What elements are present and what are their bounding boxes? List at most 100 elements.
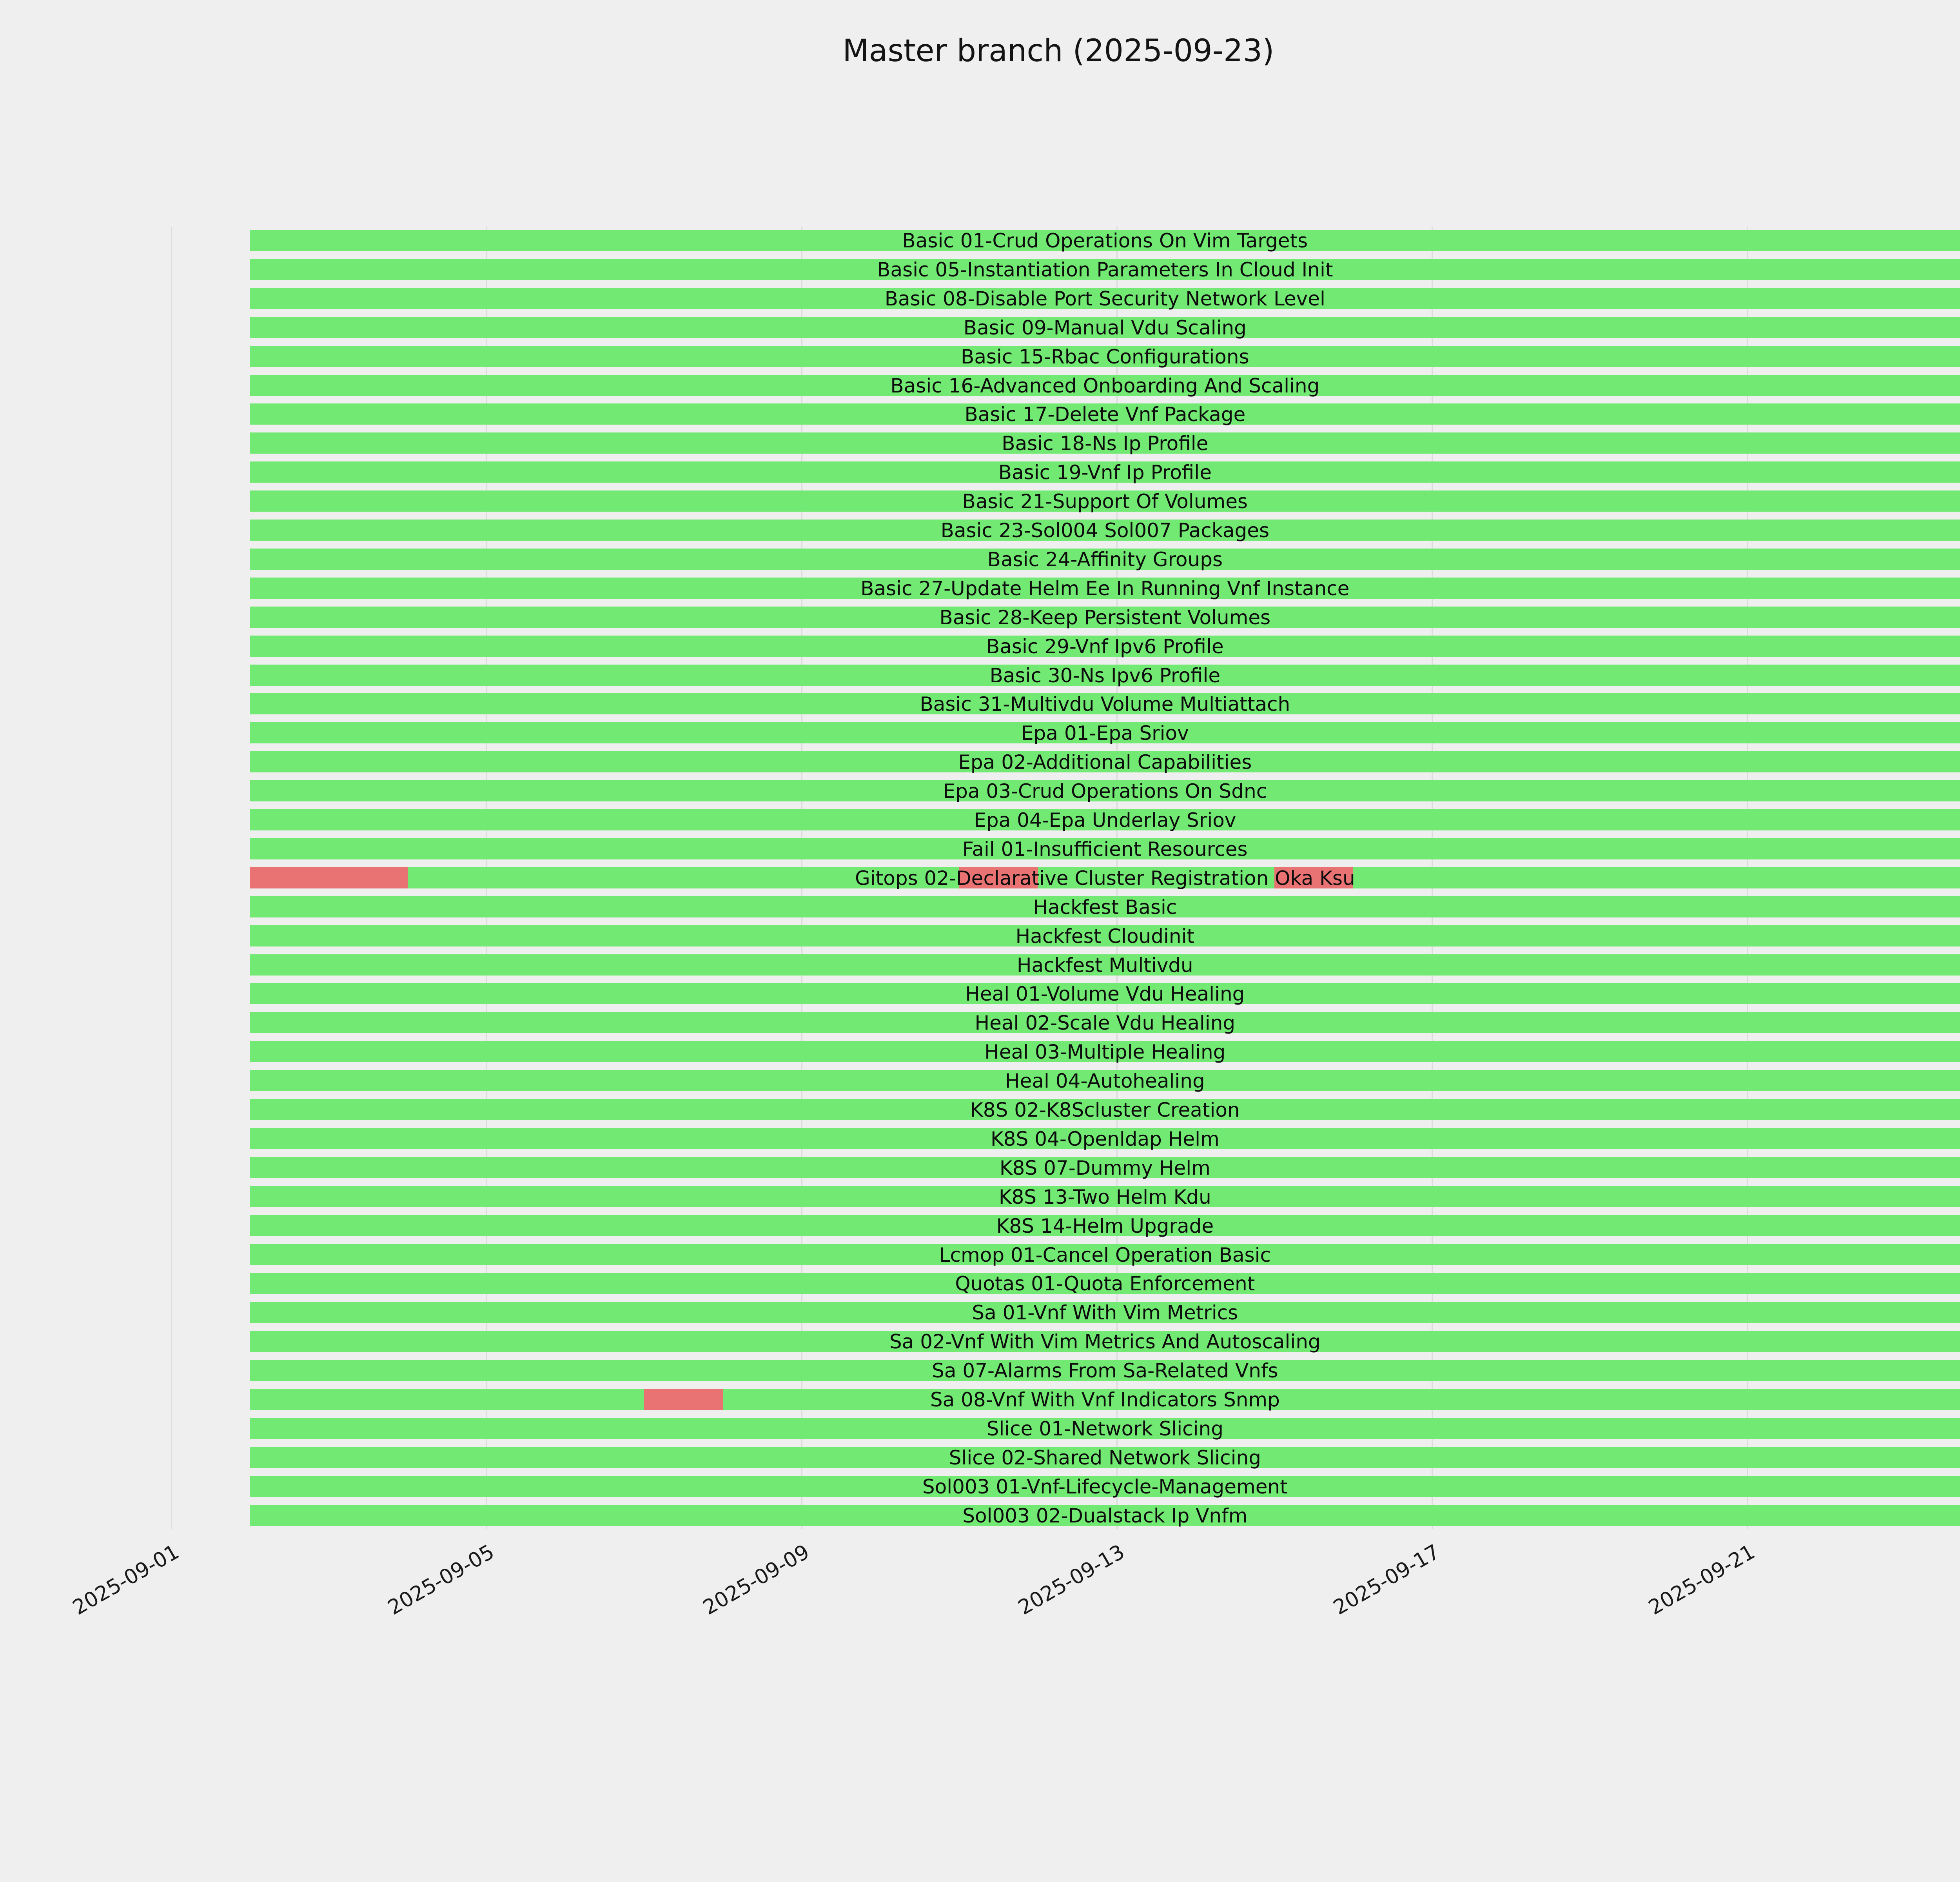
status-bar-pass: [250, 751, 1960, 773]
row-label: Fail 01-Insufficient Resources: [962, 837, 1248, 861]
row-label: Epa 02-Additional Capabilities: [958, 751, 1252, 774]
status-bar-pass: [250, 548, 1960, 570]
row-label: Basic 17-Delete Vnf Package: [964, 403, 1246, 426]
status-bar-pass: [250, 1331, 1960, 1352]
row-label: Epa 01-Epa Sriov: [1021, 722, 1189, 745]
row-label: Basic 16-Advanced Onboarding And Scaling: [890, 374, 1320, 397]
row-label: Basic 19-Vnf Ip Profile: [998, 461, 1212, 484]
row-label: Lcmop 01-Cancel Operation Basic: [939, 1243, 1271, 1266]
status-bar-pass: [250, 1417, 1960, 1439]
row-label: Heal 04-Autohealing: [1005, 1070, 1205, 1093]
row-label: Basic 15-Rbac Configurations: [961, 345, 1249, 368]
status-bar-pass: [250, 1446, 1960, 1468]
row-label: Basic 30-Ns Ipv6 Profile: [989, 664, 1221, 687]
status-bar-pass: [250, 1273, 1960, 1294]
x-tick-label: 2025-09-05: [384, 1540, 498, 1620]
status-bar-pass: [250, 1128, 1960, 1149]
row-label: Sa 02-Vnf With Vim Metrics And Autoscali…: [889, 1330, 1321, 1353]
row-label: Gitops 02-Declarative Cluster Registrati…: [855, 867, 1355, 890]
status-bar-pass: [250, 403, 1960, 425]
status-bar-pass: [250, 1475, 1960, 1497]
row-label: Sa 07-Alarms From Sa-Related Vnfs: [932, 1359, 1278, 1382]
row-label: Basic 27-Update Helm Ee In Running Vnf I…: [860, 577, 1350, 600]
row-label: Quotas 01-Quota Enforcement: [955, 1272, 1255, 1295]
status-bar-pass: [250, 635, 1960, 657]
status-bar-pass: [250, 722, 1960, 744]
status-bar-pass: [250, 1099, 1960, 1120]
status-bar-pass: [250, 316, 1960, 338]
status-bar-pass: [250, 954, 1960, 976]
status-segment-fail: [1274, 867, 1353, 888]
row-label: Epa 03-Crud Operations On Sdnc: [943, 780, 1267, 803]
x-tick-label: 2025-09-17: [1329, 1540, 1444, 1620]
row-label: Sa 01-Vnf With Vim Metrics: [972, 1301, 1238, 1324]
status-bar-pass: [250, 1389, 1960, 1410]
status-bar-pass: [250, 520, 1960, 541]
status-bar-pass: [250, 577, 1960, 599]
status-bar-pass: [250, 1186, 1960, 1207]
status-segment-fail: [959, 867, 1038, 888]
row-label: K8S 13-Two Helm Kdu: [998, 1185, 1211, 1208]
status-bar-pass: [250, 287, 1960, 309]
status-bar-pass: [250, 1302, 1960, 1323]
row-label: Basic 31-Multivdu Volume Multiattach: [920, 693, 1290, 716]
row-label: Slice 01-Network Slicing: [986, 1417, 1223, 1440]
row-label: K8S 14-Helm Upgrade: [996, 1214, 1214, 1237]
status-bar-pass: [250, 258, 1960, 280]
row-label: Basic 28-Keep Persistent Volumes: [939, 606, 1271, 629]
status-segment-fail: [644, 1389, 723, 1410]
row-label: Sol003 02-Dualstack Ip Vnfm: [962, 1504, 1248, 1527]
status-bar-pass: [250, 1070, 1960, 1092]
row-label: Basic 18-Ns Ip Profile: [1002, 432, 1209, 455]
status-bar-pass: [250, 809, 1960, 830]
row-label: Basic 23-Sol004 Sol007 Packages: [940, 519, 1270, 542]
chart-title: Master branch (2025-09-23): [842, 33, 1274, 69]
status-bar-pass: [250, 1012, 1960, 1034]
status-bar-pass: [250, 345, 1960, 367]
row-label: Basic 29-Vnf Ipv6 Profile: [986, 635, 1224, 658]
status-bar-pass: [250, 867, 1960, 888]
x-tick-label: 2025-09-09: [699, 1540, 813, 1620]
status-bar-pass: [250, 432, 1960, 454]
status-bar-pass: [250, 374, 1960, 396]
row-label: Basic 24-Affinity Groups: [987, 548, 1223, 571]
row-label: K8S 07-Dummy Helm: [999, 1156, 1210, 1179]
row-label: K8S 02-K8Scluster Creation: [970, 1099, 1240, 1121]
status-bar-pass: [250, 664, 1960, 686]
row-label: Slice 02-Shared Network Slicing: [949, 1446, 1261, 1469]
row-label: Basic 08-Disable Port Security Network L…: [884, 287, 1325, 310]
status-segment-fail: [250, 867, 408, 888]
status-bar-pass: [250, 896, 1960, 917]
row-label: Hackfest Cloudinit: [1015, 925, 1195, 948]
status-bar-pass: [250, 1504, 1960, 1526]
row-label: Basic 21-Support Of Volumes: [962, 490, 1248, 513]
gridline: [171, 227, 172, 1529]
status-bar-pass: [250, 606, 1960, 628]
status-bar-pass: [250, 490, 1960, 512]
status-bar-pass: [250, 780, 1960, 802]
status-bar-pass: [250, 1157, 1960, 1178]
status-bar-pass: [250, 693, 1960, 715]
status-bar-pass: [250, 461, 1960, 483]
x-tick-label: 2025-09-21: [1644, 1540, 1759, 1620]
status-bar-pass: [250, 1041, 1960, 1063]
row-label: Sol003 01-Vnf-Lifecycle-Management: [922, 1475, 1288, 1498]
row-label: Heal 02-Scale Vdu Healing: [975, 1012, 1236, 1035]
status-bar-pass: [250, 983, 1960, 1005]
status-bar-pass: [250, 230, 1960, 251]
row-label: Heal 01-Volume Vdu Healing: [965, 983, 1245, 1006]
row-label: Basic 01-Crud Operations On Vim Targets: [902, 229, 1308, 252]
x-tick-label: 2025-09-13: [1014, 1540, 1129, 1620]
row-label: Hackfest Multivdu: [1016, 954, 1193, 977]
status-bar-pass: [250, 1215, 1960, 1236]
row-label: Heal 03-Multiple Healing: [984, 1041, 1226, 1064]
row-label: Epa 04-Epa Underlay Sriov: [974, 809, 1236, 832]
row-label: Basic 05-Instantiation Parameters In Clo…: [877, 258, 1333, 281]
row-label: Sa 08-Vnf With Vnf Indicators Snmp: [930, 1388, 1280, 1411]
status-bar-pass: [250, 1244, 1960, 1265]
status-bar-pass: [250, 925, 1960, 946]
row-label: Basic 09-Manual Vdu Scaling: [963, 316, 1247, 339]
status-bar-pass: [250, 1360, 1960, 1381]
